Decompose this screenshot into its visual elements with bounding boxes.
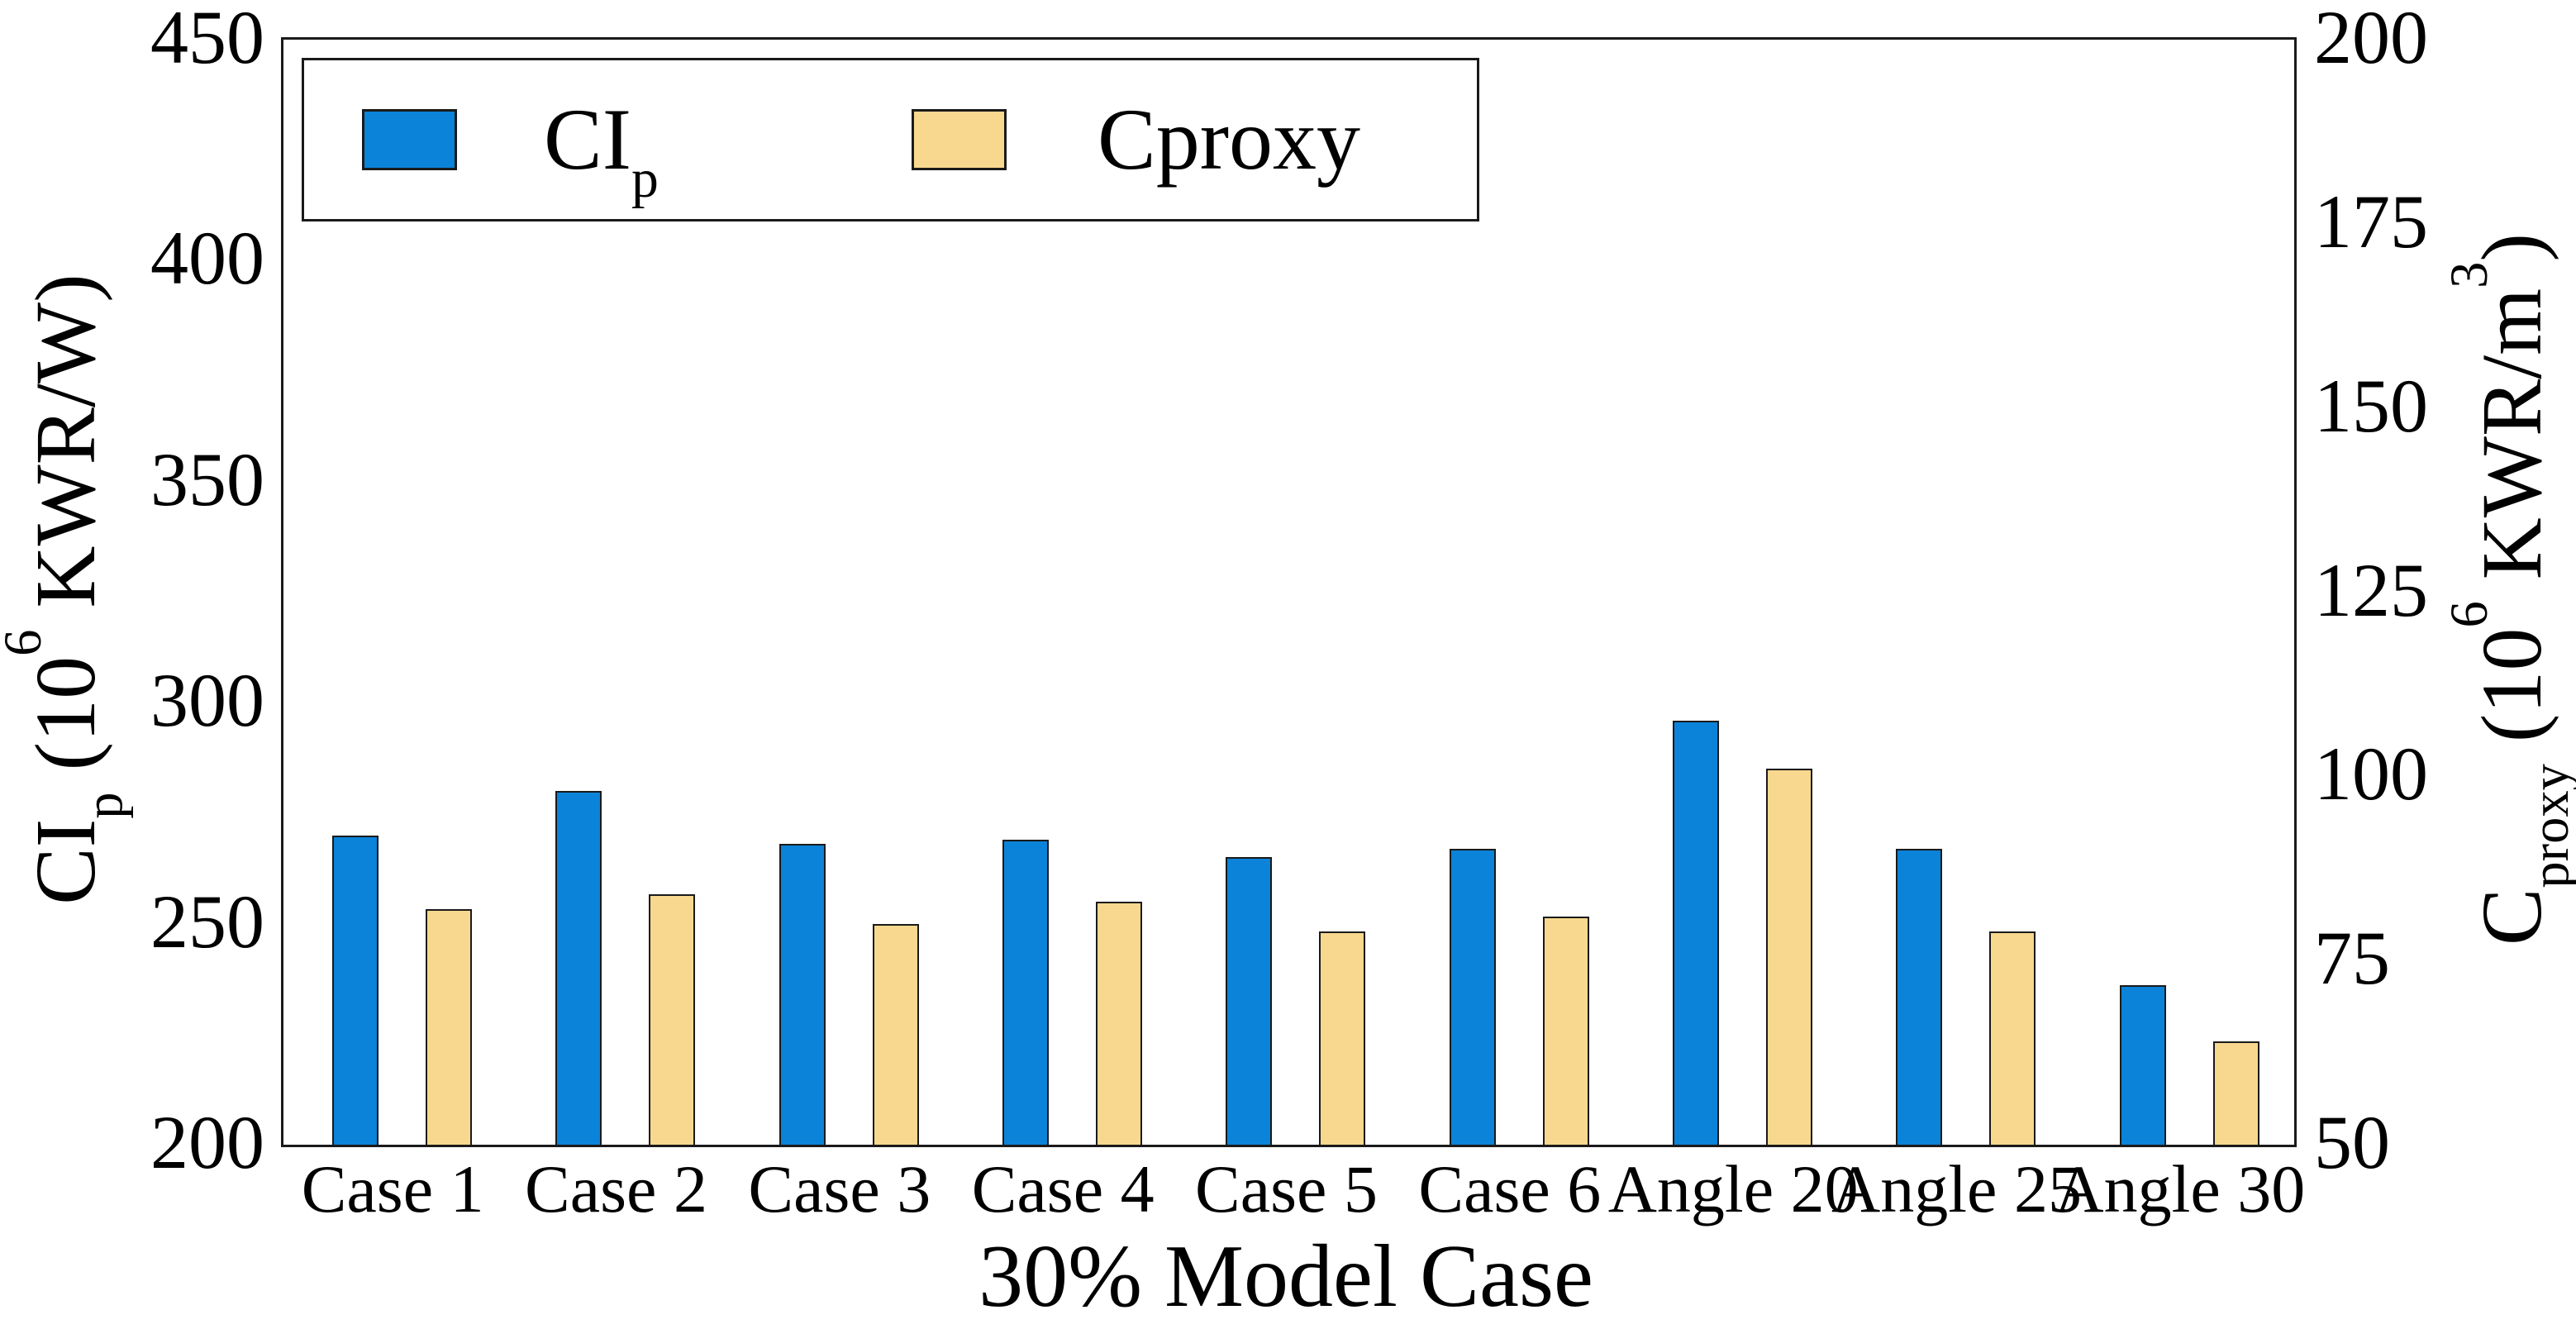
bar-cproxy xyxy=(1096,901,1142,1145)
bar-group xyxy=(283,40,507,1145)
bar-cip xyxy=(332,835,379,1145)
legend-label-cip: CIp xyxy=(544,91,659,210)
x-axis-tick-label: Angle 30 xyxy=(2055,1151,2306,1227)
bar-cproxy xyxy=(1542,916,1589,1145)
bar-cproxy xyxy=(1989,931,2036,1145)
right-axis-title-close: ) xyxy=(2464,233,2559,262)
legend-label-cproxy: Cproxy xyxy=(1098,91,1360,188)
x-axis-tick-label: Case 4 xyxy=(971,1151,1155,1227)
left-axis-tick-label: 200 xyxy=(150,1100,264,1184)
bar-group xyxy=(1847,40,2070,1145)
right-axis-tick-label: 100 xyxy=(2314,731,2428,817)
bar-group xyxy=(507,40,730,1145)
bar-group xyxy=(1624,40,1847,1145)
x-axis-title: 30% Model Case xyxy=(978,1227,1593,1326)
bar-cproxy xyxy=(1319,931,1366,1145)
bar-cip xyxy=(1896,848,1943,1145)
right-axis-title-mid: KWR/m xyxy=(2464,288,2559,602)
left-axis-title-sup: 6 xyxy=(0,630,52,656)
plot-area xyxy=(281,37,2297,1147)
right-axis-title-sup2: 3 xyxy=(2440,261,2499,288)
right-axis-tick-label: 75 xyxy=(2314,916,2390,1001)
right-axis-tick-label: 175 xyxy=(2314,179,2428,264)
right-axis-title-base: C xyxy=(2464,888,2559,946)
right-axis-title: Cproxy (106 KWR/m3) xyxy=(2440,233,2576,946)
left-axis-tick-label: 400 xyxy=(150,216,264,301)
legend-swatch-cproxy xyxy=(912,109,1007,170)
bar-cproxy xyxy=(872,923,919,1145)
bar-cproxy xyxy=(649,893,696,1145)
left-axis-title-open: (10 xyxy=(18,655,113,793)
legend-swatch-cip xyxy=(362,109,457,170)
x-axis-tick-label: Case 1 xyxy=(301,1151,484,1227)
left-axis-tick-label: 250 xyxy=(150,879,264,964)
bar-cip xyxy=(779,844,826,1145)
right-axis-tick-label: 200 xyxy=(2314,0,2428,79)
right-axis-tick-label: 150 xyxy=(2314,363,2428,448)
bar-group xyxy=(2071,40,2294,1145)
x-axis-tick-label: Case 5 xyxy=(1195,1151,1378,1227)
left-axis-tick-label: 300 xyxy=(150,658,264,743)
bar-group xyxy=(1401,40,1624,1145)
bar-cip xyxy=(1449,848,1496,1145)
bar-group xyxy=(1177,40,1400,1145)
left-axis-tick-label: 450 xyxy=(150,0,264,79)
x-axis-tick-label: Angle 25 xyxy=(1831,1151,2082,1227)
right-axis-tick-label: 125 xyxy=(2314,547,2428,632)
x-axis-tick-label: Angle 20 xyxy=(1607,1151,1859,1227)
left-axis-title-close: KWR/W) xyxy=(18,274,113,630)
right-axis-tick-label: 50 xyxy=(2314,1100,2390,1184)
left-axis-title-base: CI xyxy=(18,818,113,905)
x-axis-tick-label: Case 2 xyxy=(525,1151,707,1227)
bar-cproxy xyxy=(426,908,472,1145)
bar-cip xyxy=(555,791,602,1145)
right-axis-title-sup: 6 xyxy=(2440,601,2499,628)
bar-cip xyxy=(1673,720,1719,1145)
right-axis-title-sub: proxy xyxy=(2521,764,2576,888)
bar-cip xyxy=(1226,857,1273,1145)
bar-cproxy xyxy=(1766,769,1812,1145)
bar-group xyxy=(954,40,1177,1145)
bar-cproxy xyxy=(2212,1041,2259,1145)
bar-cip xyxy=(1002,840,1049,1145)
x-axis-tick-label: Case 3 xyxy=(748,1151,931,1227)
left-axis-tick-label: 350 xyxy=(150,436,264,522)
bar-group xyxy=(731,40,954,1145)
left-axis-title: CIp (106 KWR/W) xyxy=(0,274,133,904)
left-axis-title-sub: p xyxy=(74,792,134,819)
x-axis-tick-label: Case 6 xyxy=(1418,1151,1602,1227)
legend-box: CIp Cproxy xyxy=(302,58,1479,222)
right-axis-title-open: (10 xyxy=(2464,627,2559,765)
bar-cip xyxy=(2119,985,2166,1145)
